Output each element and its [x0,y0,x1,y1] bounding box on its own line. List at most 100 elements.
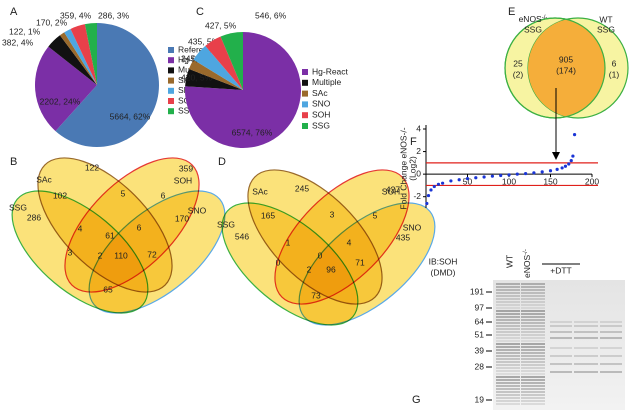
legend-swatch [168,67,174,74]
point [465,177,470,181]
panel-label: B [10,156,17,168]
slice-label: 170, 2% [36,17,68,27]
legend-swatch [168,47,174,53]
lane-label: WT [504,255,514,268]
x-tick-label: 200 [585,176,599,186]
point [567,162,571,166]
label: eNOS [522,255,532,278]
legend-swatch [168,87,174,94]
pie-slice [185,69,243,90]
lane-label: eNOS-/- [522,249,532,278]
region-count: 72 [147,249,157,259]
marker-label: 191 [470,286,484,296]
set-label: SAc [252,186,268,196]
point [449,179,453,183]
right-label: WT [599,14,612,24]
region-count: 435 [396,232,410,242]
slice-label: 420, 5% [181,72,213,82]
legend-label: Hg-React [312,66,349,76]
point [441,181,445,185]
antibody-2: (DMD) [430,267,455,277]
legend-swatch [302,101,308,108]
point [572,133,577,137]
count: 905 [559,54,573,64]
point [474,176,478,180]
subcount: (2) [513,69,524,79]
count: 6 [612,58,617,68]
treatment: +DTT [550,265,572,275]
region-count: 71 [355,257,365,267]
point [457,178,461,182]
region-count: 4 [78,223,83,233]
pie-slice [220,32,243,90]
slice-label: 286, 3% [98,10,130,20]
slice-label: 6574, 76% [232,127,273,137]
region-count: 3 [68,247,73,257]
legend-label: SOH [312,109,330,119]
slice-label: 122, 1% [9,26,41,36]
point [548,169,553,173]
point [482,175,486,179]
legend-swatch [168,77,174,84]
region-count: 96 [326,264,336,274]
legend-label: SNO [312,99,331,109]
marker-label: 39 [475,345,485,355]
region-count: 102 [53,190,67,200]
pie-slice [185,32,302,148]
left-label: eNOS-/- [519,14,548,24]
panel-label: A [10,6,18,18]
point [532,171,536,175]
venn-set [88,190,226,314]
panel-label: E [508,6,515,18]
panel-label: D [218,156,226,168]
panel-label: F [410,136,417,148]
point [490,174,494,178]
region-count: 6 [137,222,142,232]
region-count: 170 [175,213,189,223]
point [563,164,568,168]
region-count: 122 [85,162,99,172]
legend-label: Reference [178,44,217,54]
left-label-2: SSG [524,24,542,34]
circle-outline [504,17,606,119]
region-count: 5 [373,210,378,220]
y-tick-label: 4 [416,123,421,133]
antibody: IB:SOH [429,256,458,266]
region-count: 3 [330,209,335,219]
x-tick-label: 100 [502,176,516,186]
venn-set [298,202,436,326]
pie-slice [188,59,243,90]
point [425,201,429,206]
y-axis-label: (Log2) [407,156,417,181]
gel: IB:SOH (DMD) WT eNOS-/- +DTT [429,249,625,410]
region-count: 65 [103,284,113,294]
slice-label: 5664, 62% [110,111,151,121]
point [569,159,573,163]
pie-slice [34,46,97,132]
region-count: 0 [318,250,323,260]
region-count: 245 [295,183,309,193]
slice-label: 382, 4% [2,37,34,47]
set-label: SAc [36,174,52,184]
bands [496,283,622,405]
legend-label: SSG [178,105,196,115]
label-sup: -/- [523,249,529,255]
region-count: 0 [276,257,281,267]
slice-label: 2202, 24% [40,96,81,106]
count: 25 [513,58,523,68]
region-count: 6 [161,190,166,200]
arrow-head [552,152,560,160]
slice-label: 359, 4% [60,10,92,20]
label: eNOS [519,14,542,24]
point [524,171,528,176]
legend-swatch [302,79,308,86]
panel-label: C [196,6,204,18]
legend-swatch [168,57,174,64]
legend-label: SSG [312,120,330,130]
slice-label: 427, 5% [205,20,237,30]
marker-label: 97 [475,302,485,312]
region-count: 61 [105,230,115,240]
pie-slice [193,45,243,90]
region-count: 2 [98,250,103,260]
